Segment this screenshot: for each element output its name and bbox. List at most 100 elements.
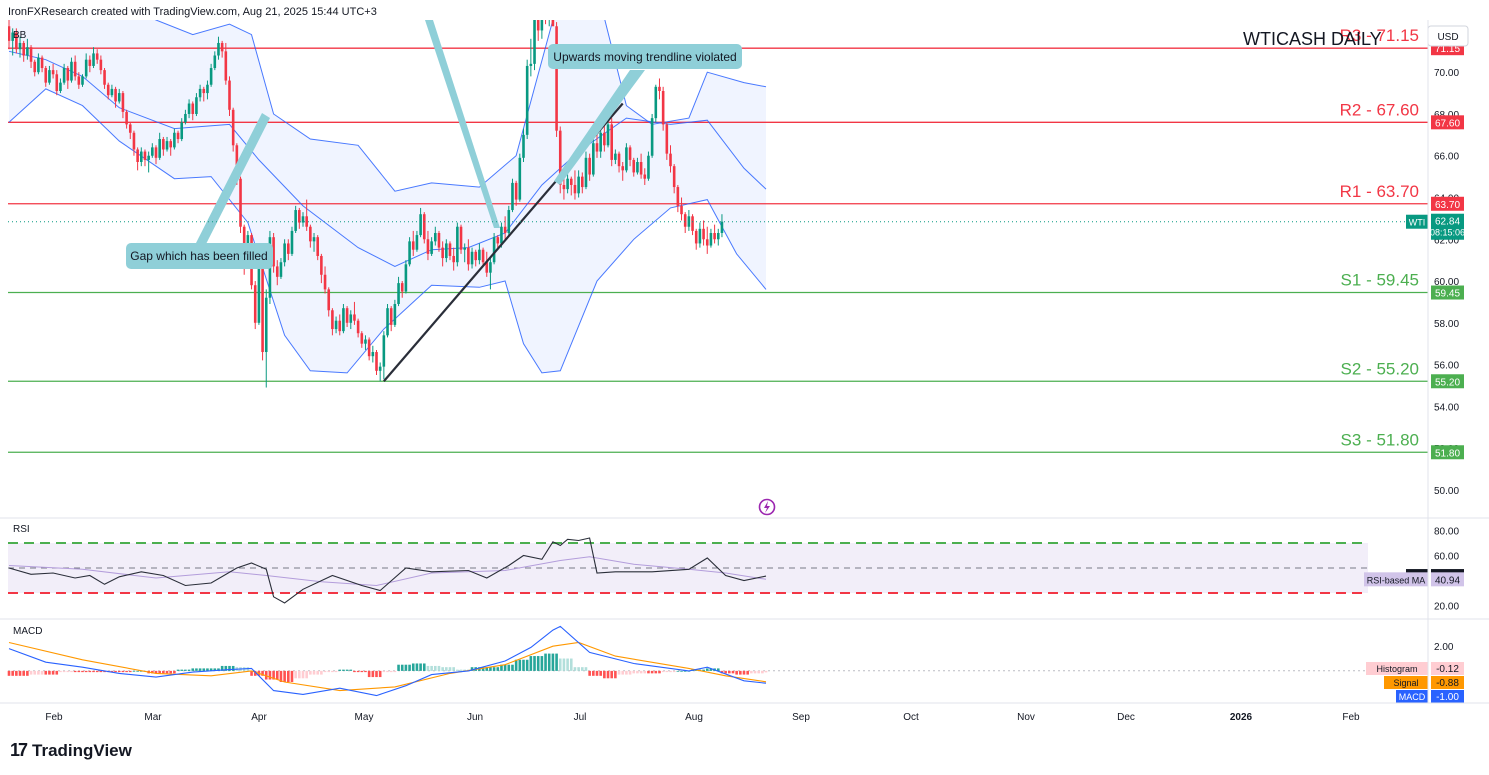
candle-body — [658, 86, 661, 91]
macd-histogram-bar — [287, 670, 290, 682]
macd-histogram-bar — [55, 670, 59, 675]
candle-body — [334, 320, 338, 330]
candle-body — [320, 255, 323, 275]
macd-legend-label-bg-0 — [1366, 662, 1428, 675]
candle-body — [672, 166, 676, 188]
candle-body — [514, 182, 518, 200]
candle-body — [478, 249, 481, 261]
candle-body — [298, 210, 301, 223]
macd-histogram-bar — [110, 670, 114, 673]
candle-body — [29, 47, 33, 62]
candle-body — [173, 132, 176, 148]
candle-body — [73, 61, 77, 77]
candle-body — [496, 237, 500, 244]
candle-body — [231, 109, 235, 146]
rsi-ma-value-bg — [1431, 572, 1464, 587]
alert-icon[interactable] — [758, 498, 776, 516]
candle-body — [40, 57, 44, 69]
candle-body — [389, 308, 393, 325]
macd-legend-label-bg-2 — [1396, 690, 1428, 703]
macd-histogram-bar — [665, 670, 669, 673]
candle-body — [463, 247, 466, 250]
callout-box — [548, 44, 742, 69]
candle-body — [261, 258, 264, 353]
macd-legend-label-2: MACD — [1399, 692, 1426, 702]
candle-body — [415, 235, 419, 250]
macd-histogram-bar — [18, 670, 22, 676]
candle-body — [81, 76, 84, 85]
macd-histogram-bar — [728, 670, 731, 674]
candle-body — [669, 153, 672, 167]
macd-histogram-bar — [518, 659, 522, 671]
price-tick-7: 58.00 — [1434, 319, 1459, 330]
last-price-bg — [1431, 213, 1464, 240]
candle-body — [239, 178, 242, 227]
macd-histogram-bar — [165, 670, 169, 674]
time-tick-4: Jun — [467, 712, 483, 723]
macd-histogram-bar — [349, 669, 353, 671]
candle-body — [617, 153, 621, 167]
time-tick-8: Oct — [903, 712, 919, 723]
macd-histogram-bar — [217, 668, 220, 671]
candle-body — [184, 113, 187, 123]
level-label-0: R3 - 71.15 — [1340, 26, 1419, 45]
candle-body — [628, 147, 632, 160]
candle-body — [558, 130, 562, 185]
candle-body — [371, 352, 375, 357]
macd-histogram-bar — [371, 670, 375, 678]
macd-histogram-bar — [683, 670, 687, 672]
candle-body — [213, 55, 217, 69]
candle-body — [540, 20, 544, 31]
candle-body — [272, 237, 275, 267]
macd-histogram-bar — [253, 670, 257, 676]
time-tick-10: Dec — [1117, 712, 1135, 723]
candle-body — [360, 333, 364, 344]
price-tick-6: 60.00 — [1434, 277, 1459, 288]
rsi-tick-2: 20.00 — [1434, 602, 1459, 613]
candle-body — [309, 226, 312, 242]
time-tick-0: Feb — [45, 712, 63, 723]
candle-body — [654, 86, 658, 119]
candle-body — [151, 147, 154, 156]
candle-body — [481, 249, 485, 263]
candle-body — [518, 157, 522, 200]
macd-histogram-bar — [654, 670, 658, 674]
macd-histogram-bar — [187, 669, 191, 671]
macd-histogram-bar — [636, 670, 639, 674]
rsi-ma-value: 40.94 — [1435, 575, 1460, 586]
macd-histogram-bar — [441, 667, 444, 671]
macd-histogram-bar — [445, 667, 448, 671]
macd-histogram-bar — [184, 669, 187, 671]
candle-body — [555, 26, 558, 131]
candle-body — [8, 26, 11, 41]
candle-body — [323, 274, 327, 290]
candle-body — [500, 226, 503, 244]
macd-histogram-bar — [547, 653, 551, 671]
bb-lower-line — [8, 88, 767, 374]
candle-body — [11, 32, 14, 41]
candle-body — [548, 3, 551, 18]
macd-histogram-bar — [422, 663, 426, 671]
rsi-tick-1: 60.00 — [1434, 552, 1459, 563]
macd-histogram-bar — [507, 664, 511, 671]
macd-histogram-bar — [316, 670, 319, 675]
macd-line — [8, 625, 767, 697]
candle-body — [224, 51, 228, 81]
callout-pointer — [554, 70, 645, 185]
macd-histogram-bar — [206, 668, 209, 671]
macd-histogram-bar — [40, 670, 44, 675]
macd-histogram-bar — [408, 664, 411, 671]
candle-body — [338, 320, 342, 332]
macd-histogram-bar — [463, 669, 466, 671]
candle-body — [422, 214, 426, 240]
rsi-line — [8, 537, 767, 604]
currency-button[interactable]: USD — [1427, 25, 1469, 47]
candle-body — [209, 68, 213, 85]
macd-histogram-bar — [650, 670, 654, 674]
candle-body — [533, 20, 536, 64]
candle-body — [158, 139, 161, 158]
candle-body — [705, 239, 709, 246]
macd-histogram-bar — [400, 664, 404, 671]
candle-body — [275, 266, 279, 277]
